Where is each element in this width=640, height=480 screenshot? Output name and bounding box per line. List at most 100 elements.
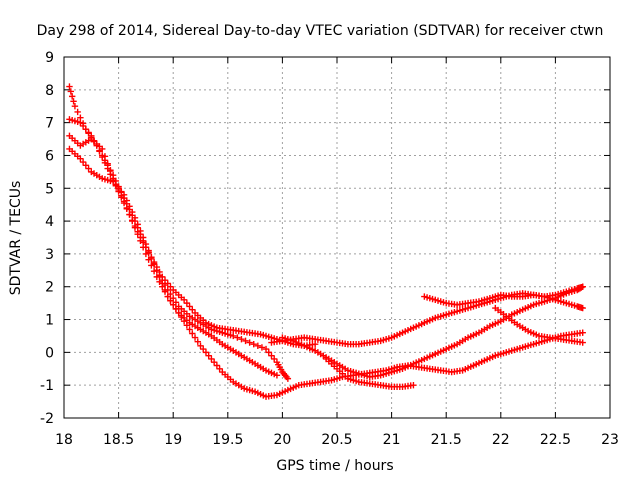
data-point	[579, 329, 586, 336]
data-point	[150, 267, 158, 275]
data-point	[172, 305, 180, 313]
y-axis-label: SDTVAR / TECUs	[8, 181, 24, 296]
x-tick-label: 20	[273, 432, 291, 448]
data-point	[77, 119, 84, 126]
data-point	[254, 342, 262, 349]
y-tick-label: 3	[45, 247, 54, 263]
grid	[64, 57, 610, 418]
data-point	[205, 352, 212, 359]
data-point	[82, 162, 90, 169]
data-point	[167, 297, 174, 304]
data-point	[246, 339, 253, 346]
data-point	[242, 337, 249, 345]
data-point	[161, 288, 169, 295]
data-point	[410, 381, 417, 389]
x-tick-label: 19.5	[212, 432, 243, 448]
x-tick-label: 18.5	[103, 432, 134, 448]
data-point	[170, 301, 177, 308]
data-point	[71, 103, 79, 110]
data-point	[273, 372, 281, 379]
data-point	[265, 349, 272, 356]
data-point	[134, 221, 141, 228]
data-point	[183, 299, 191, 307]
data-point	[74, 108, 81, 116]
data-point	[578, 284, 585, 291]
y-tick-label: 2	[45, 280, 54, 296]
data-point	[159, 283, 166, 290]
data-point	[79, 122, 87, 130]
data-point	[579, 304, 586, 312]
data-point	[210, 359, 218, 366]
axes: 18 18.5 19 19.5 20 20.5 21 21.5 22 22.5 23-2-10123…	[40, 50, 619, 448]
data-point	[202, 349, 210, 356]
x-tick-label: 18	[55, 432, 73, 448]
data-point	[68, 93, 76, 100]
data-point	[139, 244, 147, 251]
y-tick-label: 4	[45, 214, 54, 230]
y-tick-label: 0	[45, 345, 54, 361]
x-tick-label: 22.5	[540, 432, 571, 448]
data-point	[189, 306, 196, 313]
data-point	[109, 175, 117, 182]
data-point	[180, 296, 188, 304]
data-point	[167, 283, 174, 290]
x-tick-label: 19	[164, 432, 182, 448]
data-point	[107, 167, 114, 175]
data-point	[104, 160, 111, 167]
data-point	[234, 334, 241, 341]
data-point	[148, 262, 155, 269]
y-tick-label: 1	[45, 313, 54, 329]
data-point	[131, 214, 139, 222]
data-point	[268, 352, 275, 359]
data-point	[99, 145, 106, 153]
data-point	[118, 192, 125, 199]
data-point	[66, 83, 73, 90]
data-point	[230, 332, 237, 340]
data-point	[250, 340, 257, 348]
series-track-9	[492, 304, 586, 346]
x-tick-label: 22	[492, 432, 510, 448]
x-axis-label: GPS time / hours	[276, 458, 393, 474]
data-point	[115, 186, 122, 194]
data-point	[85, 129, 92, 136]
x-tick-label: 21	[383, 432, 401, 448]
data-point	[579, 283, 586, 290]
data-point	[262, 345, 270, 353]
data-point	[137, 227, 144, 235]
data-point	[126, 211, 133, 218]
data-point	[213, 362, 221, 369]
series-track-3	[66, 145, 586, 400]
data-point	[258, 344, 266, 351]
data-point	[70, 98, 77, 105]
data-point	[142, 240, 150, 248]
series-track-8	[322, 355, 417, 391]
data-layer	[66, 83, 586, 400]
data-point	[139, 234, 147, 241]
data-point	[77, 155, 84, 162]
data-point	[164, 293, 171, 300]
x-tick-label: 20.5	[321, 432, 352, 448]
data-point	[189, 330, 196, 337]
data-point	[156, 278, 163, 286]
data-point	[271, 355, 278, 363]
data-point	[123, 204, 130, 212]
x-tick-label: 23	[601, 432, 619, 448]
y-tick-label: 5	[45, 181, 54, 197]
data-point	[79, 158, 87, 166]
y-tick-label: -1	[40, 378, 54, 394]
y-tick-label: 9	[45, 50, 54, 66]
data-point	[153, 273, 161, 281]
data-point	[134, 231, 141, 238]
plot-border	[63, 56, 611, 419]
y-tick-label: -2	[40, 411, 54, 427]
data-point	[120, 198, 128, 205]
data-point	[131, 224, 139, 231]
y-tick-label: 6	[45, 148, 54, 164]
data-point	[186, 303, 193, 310]
data-point	[82, 126, 90, 133]
data-point	[142, 250, 150, 258]
data-point	[145, 256, 152, 263]
data-point	[101, 153, 109, 160]
